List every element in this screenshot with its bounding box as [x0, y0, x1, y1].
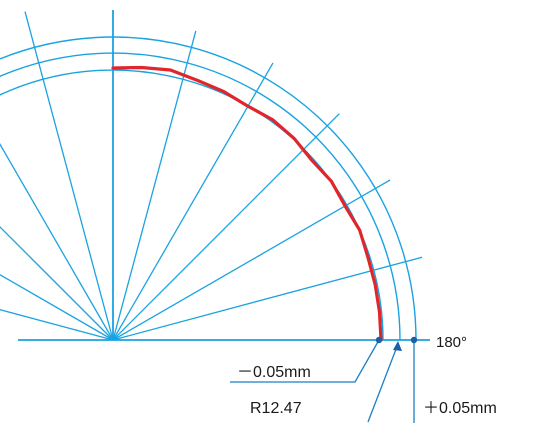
radial-grid-line	[112, 113, 340, 341]
plus-tolerance-arc	[0, 36, 417, 341]
nominal-radius-label: R12.47	[250, 400, 302, 417]
plus-tolerance-marker	[410, 336, 418, 344]
minus-tolerance-leader	[230, 339, 380, 383]
radial-grid-line	[0, 226, 114, 341]
angle-180-label: 180°	[436, 334, 467, 351]
nominal-radius-leader	[367, 343, 399, 423]
radial-grid-line	[24, 11, 114, 341]
radial-grid-line	[0, 309, 114, 341]
radial-grid-lines	[0, 11, 423, 341]
radial-grid-line	[112, 30, 197, 341]
radial-grid-line	[112, 62, 274, 341]
nominal-radius-arrow	[393, 341, 402, 351]
radial-grid-line	[0, 143, 114, 341]
radial-grid-line	[112, 179, 391, 341]
plus-tolerance-label: ＋0.05mm	[423, 400, 497, 417]
nominal-radius-arc	[0, 52, 401, 341]
minus-tolerance-marker	[375, 336, 383, 344]
tolerance-arcs	[0, 36, 417, 341]
radial-grid-line	[112, 256, 423, 341]
measured-profile-curve	[111, 65, 383, 342]
radial-grid-line	[0, 273, 114, 341]
minus-tolerance-label: －0.05mm	[237, 364, 311, 381]
